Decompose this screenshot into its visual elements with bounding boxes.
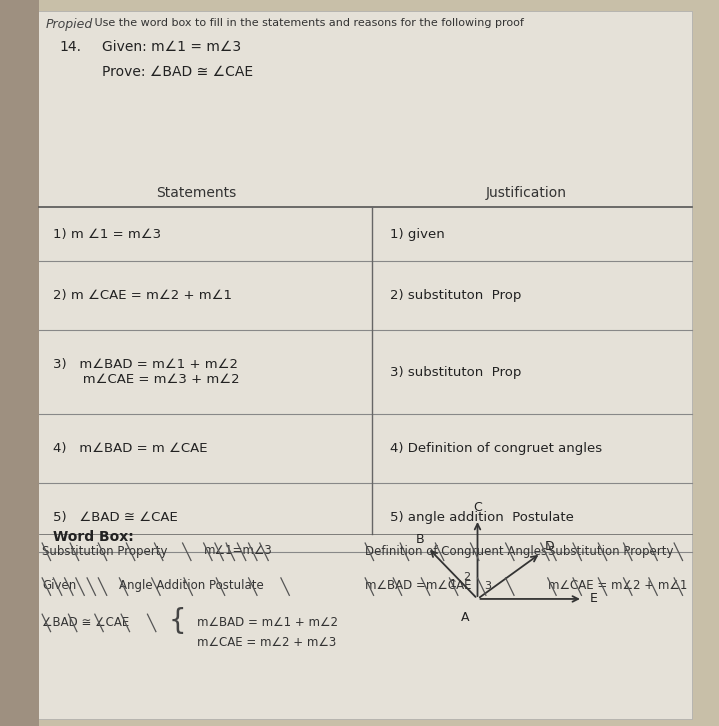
FancyBboxPatch shape	[0, 0, 39, 726]
Text: C: C	[473, 501, 482, 514]
Text: Given: Given	[42, 579, 76, 592]
Text: Use the word box to fill in the statements and reasons for the following proof: Use the word box to fill in the statemen…	[91, 18, 524, 28]
Text: 2) substituton  Prop: 2) substituton Prop	[390, 290, 521, 302]
Text: Given: m∠1 = m∠3: Given: m∠1 = m∠3	[102, 40, 241, 54]
Text: 4) Definition of congruet angles: 4) Definition of congruet angles	[390, 442, 602, 454]
Text: B: B	[416, 533, 424, 546]
FancyBboxPatch shape	[35, 11, 692, 719]
Text: A: A	[461, 611, 469, 624]
Text: Prove: ∠BAD ≅ ∠CAE: Prove: ∠BAD ≅ ∠CAE	[102, 65, 253, 79]
Text: 5) angle addition  Postulate: 5) angle addition Postulate	[390, 511, 574, 523]
Text: 5)   ∠BAD ≅ ∠CAE: 5) ∠BAD ≅ ∠CAE	[52, 511, 178, 523]
Text: Propied: Propied	[45, 18, 93, 31]
Text: 4)   m∠BAD = m ∠CAE: 4) m∠BAD = m ∠CAE	[52, 442, 207, 454]
Text: m∠BAD = m∠1 + m∠2: m∠BAD = m∠1 + m∠2	[196, 616, 338, 629]
Text: m∠1=m∠3: m∠1=m∠3	[203, 544, 273, 558]
Text: 14.: 14.	[60, 40, 82, 54]
Text: 1) given: 1) given	[390, 228, 444, 240]
Text: Statements: Statements	[157, 186, 237, 200]
Text: m∠BAD =m∠CAE: m∠BAD =m∠CAE	[365, 579, 472, 592]
Text: Substitution Property: Substitution Property	[548, 544, 673, 558]
Text: D: D	[545, 540, 555, 553]
Text: Justification: Justification	[486, 186, 567, 200]
Text: ∠BAD ≅ ∠CAE: ∠BAD ≅ ∠CAE	[42, 616, 129, 629]
Text: 3: 3	[485, 581, 492, 591]
Text: Substitution Property: Substitution Property	[42, 544, 168, 558]
Text: m∠CAE = m∠2 + m∠1: m∠CAE = m∠2 + m∠1	[548, 579, 687, 592]
Text: 1: 1	[449, 579, 457, 590]
Text: 3)   m∠BAD = m∠1 + m∠2
       m∠CAE = m∠3 + m∠2: 3) m∠BAD = m∠1 + m∠2 m∠CAE = m∠3 + m∠2	[52, 358, 239, 386]
Text: E: E	[590, 592, 598, 605]
Text: 2) m ∠CAE = m∠2 + m∠1: 2) m ∠CAE = m∠2 + m∠1	[52, 290, 232, 302]
Text: Angle Addition Postulate: Angle Addition Postulate	[119, 579, 264, 592]
Text: Word Box:: Word Box:	[52, 530, 134, 544]
Text: 1) m ∠1 = m∠3: 1) m ∠1 = m∠3	[52, 228, 161, 240]
Text: {: {	[168, 608, 186, 635]
Text: 2: 2	[464, 572, 470, 582]
Text: Definition of Congruent Angles: Definition of Congruent Angles	[365, 544, 547, 558]
Text: m∠CAE = m∠2 + m∠3: m∠CAE = m∠2 + m∠3	[196, 636, 336, 649]
Text: 3) substituton  Prop: 3) substituton Prop	[390, 366, 521, 378]
